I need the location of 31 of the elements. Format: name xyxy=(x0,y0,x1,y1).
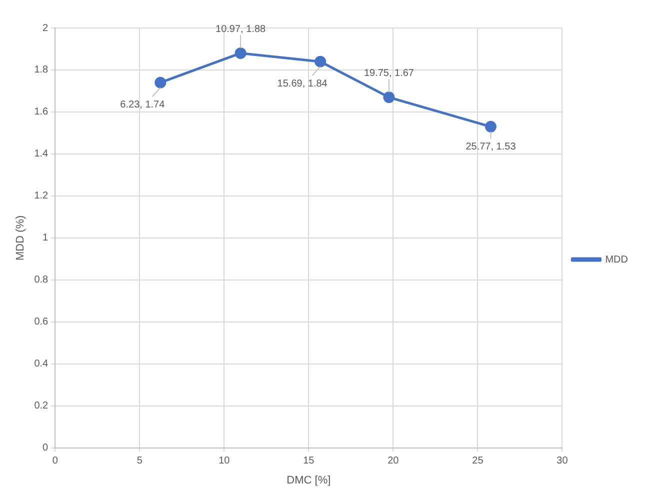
y-tick-label: 0.8 xyxy=(34,274,49,286)
data-label: 15.69, 1.84 xyxy=(277,78,328,90)
x-tick-label: 15 xyxy=(303,456,315,467)
y-tick-label: 1.6 xyxy=(34,106,49,118)
y-tick-label: 1 xyxy=(42,232,49,244)
x-tick-label: 30 xyxy=(556,456,568,467)
point xyxy=(154,76,166,88)
data-label: 10.97, 1.88 xyxy=(216,24,266,35)
y-tick-label: 0.6 xyxy=(34,316,49,328)
x-tick-label: 0 xyxy=(52,456,58,467)
legend-label: MDD xyxy=(605,254,628,266)
y-tick-label: 1.4 xyxy=(34,148,49,160)
y-tick-label: 2 xyxy=(42,22,49,34)
point xyxy=(383,92,395,104)
y-tick-label: 0.2 xyxy=(34,400,49,412)
x-tick-label: 25 xyxy=(472,456,484,467)
data-label: 25.77, 1.53 xyxy=(466,141,516,152)
x-tick-label: 10 xyxy=(218,456,230,467)
x-tick-label: 5 xyxy=(136,456,143,467)
data-label: 6.23, 1.74 xyxy=(120,99,166,110)
x-tick-label: 20 xyxy=(388,456,400,467)
y-tick-label: 0.4 xyxy=(34,358,49,370)
y-tick-label: 0 xyxy=(42,442,49,454)
y-tick-label: 1.2 xyxy=(34,190,49,202)
point xyxy=(314,56,326,68)
y-tick-label: 1.8 xyxy=(34,64,49,76)
point xyxy=(234,47,246,59)
x-axis-title: DMC [%] xyxy=(286,474,331,486)
y-axis-title: MDD (%) xyxy=(14,215,27,261)
point xyxy=(484,120,496,132)
data-label: 19.75, 1.67 xyxy=(364,68,414,80)
